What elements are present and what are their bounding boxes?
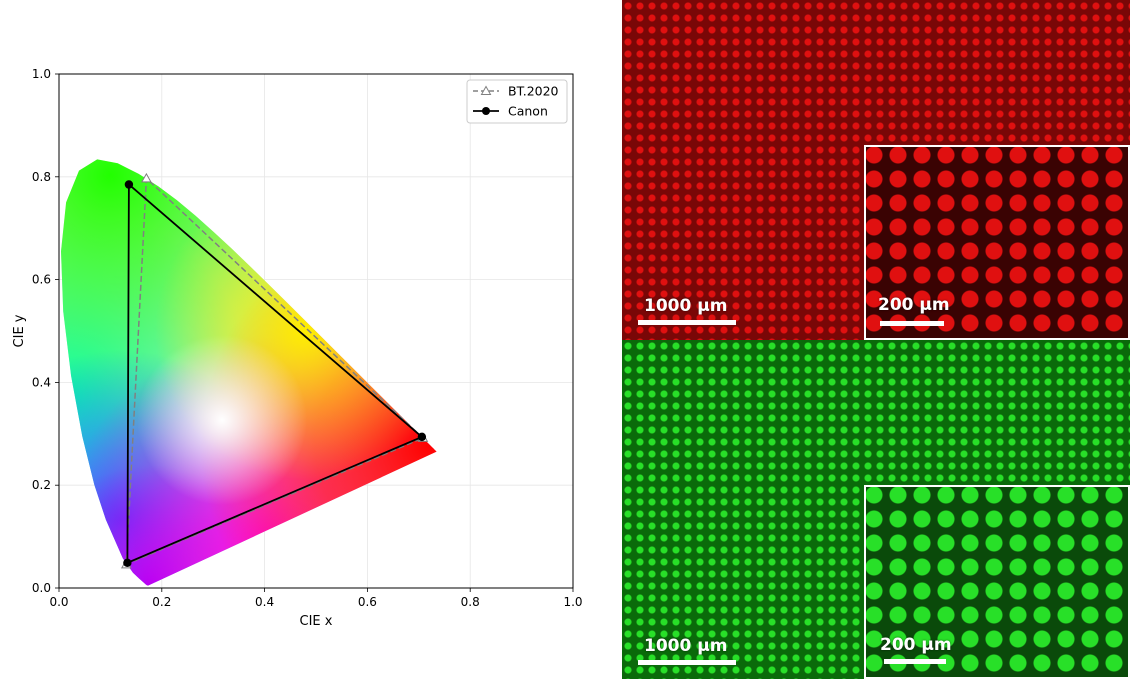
y-axis-label: CIE y	[12, 314, 27, 347]
y-tick-label: 0.8	[32, 170, 51, 184]
axis-ticks: 0.0 0.2 0.4 0.6 0.8 1.0 0.0 0.2 0.4 0.6 0.8 1.0	[32, 67, 583, 609]
y-tick-label: 1.0	[32, 67, 51, 81]
gamut-series	[120, 172, 429, 569]
green-inset-scale-label: 200 µm	[880, 635, 952, 655]
red-inset-dot-array	[866, 147, 1128, 338]
data-point-canon	[123, 558, 132, 568]
y-tick-label: 0.6	[32, 273, 51, 287]
cie-chromaticity-chart: 0.0 0.2 0.4 0.6 0.8 1.0 0.0 0.2 0.4 0.6 0.8 1.0 CIE…	[12, 67, 583, 629]
green-main-scale-bar	[638, 660, 736, 665]
green-inset-scale-bar	[884, 659, 946, 664]
legend-triangle-marker	[480, 85, 492, 95]
x-tick-label: 0.8	[461, 595, 480, 609]
x-tick-label: 0.4	[255, 595, 274, 609]
red-main-scale-bar	[638, 320, 736, 325]
legend-label-bt2020: BT.2020	[508, 84, 559, 99]
spectral-locus-gamut	[61, 159, 437, 586]
green-micrograph-panel: 1000 µm 200 µm	[622, 340, 1130, 679]
x-tick-label: 0.0	[49, 595, 68, 609]
legend: BT.2020 Canon	[466, 79, 568, 124]
green-inset: 200 µm	[864, 485, 1130, 679]
red-inset: 200 µm	[864, 145, 1130, 340]
green-inset-dot-array	[866, 487, 1128, 677]
series-line-canon	[126, 182, 423, 565]
red-main-scale-label: 1000 µm	[644, 296, 728, 316]
y-tick-label: 0.4	[32, 375, 51, 389]
green-main-scale-label: 1000 µm	[644, 636, 728, 656]
red-micrograph-panel: 1000 µm 200 µm	[622, 0, 1130, 340]
red-inset-scale-bar	[880, 321, 944, 326]
data-point-bt2020	[141, 172, 152, 183]
y-tick-label: 0.2	[32, 478, 51, 492]
y-tick-label: 0.0	[32, 581, 51, 595]
red-inset-scale-label: 200 µm	[878, 295, 950, 315]
x-tick-label: 1.0	[563, 595, 582, 609]
plot-frame	[58, 73, 574, 589]
series-line-bt2020	[125, 176, 424, 566]
x-axis-label: CIE x	[300, 614, 333, 629]
x-tick-label: 0.2	[152, 595, 171, 609]
x-tick-label: 0.6	[358, 595, 377, 609]
legend-circle-marker	[482, 107, 490, 115]
data-point-canon	[124, 180, 134, 189]
data-point-canon	[417, 432, 427, 442]
legend-label-canon: Canon	[508, 104, 548, 119]
